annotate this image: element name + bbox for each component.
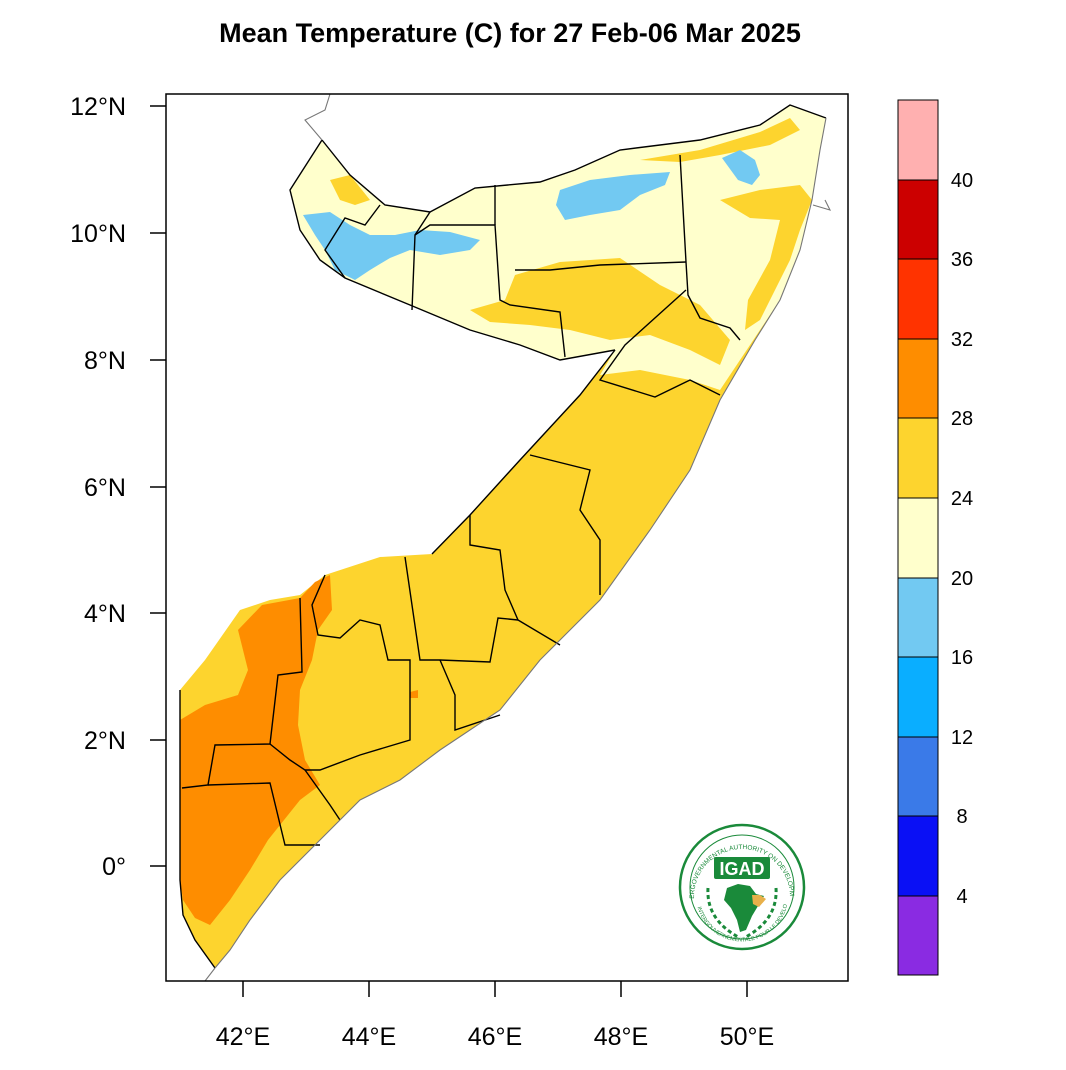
x-tick-label: 48°E [594, 1023, 648, 1051]
colorbar-label: 20 [951, 568, 973, 590]
x-tick-label: 44°E [342, 1023, 396, 1051]
colorbar-label: 36 [951, 249, 973, 271]
map-title: Mean Temperature (C) for 27 Feb-06 Mar 2… [219, 18, 801, 48]
colorbar-label: 28 [951, 408, 973, 430]
y-axis [150, 105, 166, 867]
colorbar-swatch [898, 100, 938, 180]
map-area [179, 94, 832, 981]
colorbar-swatch [898, 657, 938, 737]
y-tick-label: 12°N [70, 93, 126, 121]
temp-band-north-east [720, 185, 812, 330]
colorbar-label: 4 [956, 886, 967, 908]
colorbar-swatch [898, 418, 938, 498]
temp-cool-central [556, 172, 670, 220]
colorbar-swatch [898, 180, 938, 259]
colorbar-swatch [898, 498, 938, 578]
colorbar-swatch [898, 896, 938, 975]
colorbar-label: 24 [951, 488, 973, 510]
temp-speck-orange [410, 690, 418, 698]
y-tick-label: 2°N [84, 727, 126, 755]
admin-boundaries [179, 104, 827, 969]
temp-cool-east [722, 150, 760, 185]
colorbar [897, 99, 939, 976]
colorbar-swatch [898, 816, 938, 896]
y-tick-label: 10°N [70, 220, 126, 248]
temp-cool-west [303, 212, 480, 280]
y-tick-label: 6°N [84, 474, 126, 502]
colorbar-label: 40 [951, 170, 973, 192]
colorbar-swatch [898, 259, 938, 339]
x-tick-label: 50°E [720, 1023, 774, 1051]
temp-zone-southwest-28-32 [180, 575, 332, 925]
colorbar-swatch [898, 737, 938, 816]
logo-name: IGAD [720, 859, 765, 879]
y-tick-label: 8°N [84, 347, 126, 375]
colorbar-swatch [898, 578, 938, 657]
y-tick-label: 0° [102, 853, 126, 881]
colorbar-label: 32 [951, 329, 973, 351]
colorbar-swatch [898, 339, 938, 418]
x-tick-label: 46°E [468, 1023, 522, 1051]
colorbar-label: 12 [951, 727, 973, 749]
x-axis [242, 981, 748, 997]
temp-band-north-central [470, 258, 730, 365]
plot-frame [165, 93, 849, 982]
country-borders [204, 94, 832, 981]
temp-band-north-coast-mid [640, 118, 800, 162]
y-tick-label: 4°N [84, 600, 126, 628]
colorbar-label: 8 [956, 806, 967, 828]
colorbar-label: 16 [951, 647, 973, 669]
x-tick-label: 42°E [216, 1023, 270, 1051]
temp-band-north-coast-west [330, 175, 370, 205]
laurel-left-icon [706, 887, 741, 940]
laurel-right-icon [743, 887, 778, 940]
horn-of-africa-icon [752, 895, 766, 907]
